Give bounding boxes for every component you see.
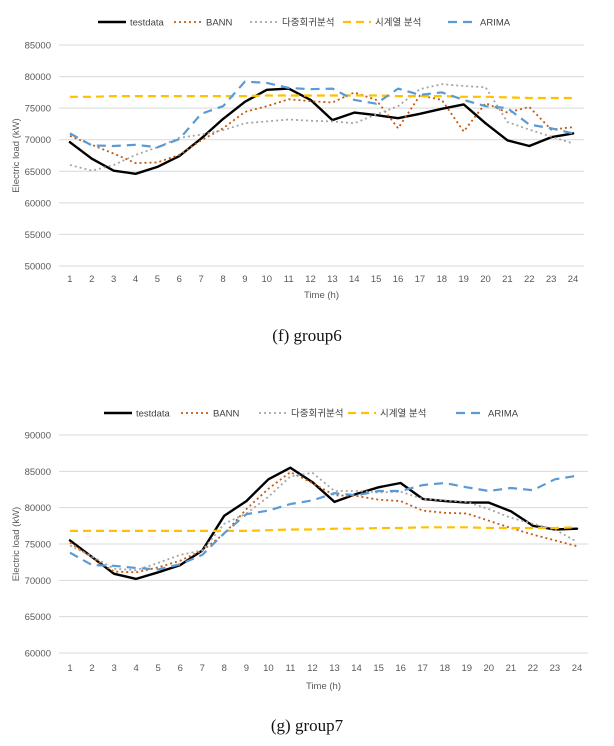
x-tick-label: 6 (178, 663, 183, 674)
y-tick-label: 50000 (25, 262, 51, 273)
x-tick-label: 16 (395, 663, 406, 674)
series-line-series-1 (69, 91, 574, 165)
y-tick-label: 60000 (25, 649, 51, 660)
x-tick-label: 21 (502, 274, 513, 285)
x-tick-label: 3 (111, 274, 116, 285)
series-line-series-4 (69, 80, 574, 149)
x-tick-label: 13 (329, 663, 340, 674)
x-axis-label: Time (h) (306, 681, 341, 692)
series-line-series-0 (68, 87, 575, 176)
legend-label: BANN (206, 18, 233, 29)
legend-label: 다중회귀분석 (291, 409, 343, 420)
y-axis-label: Electric load (kW) (11, 507, 22, 581)
x-tick-label: 9 (244, 663, 249, 674)
x-tick-label: 12 (307, 663, 318, 674)
x-tick-label: 12 (305, 274, 316, 285)
x-tick-label: 23 (550, 663, 561, 674)
x-tick-label: 4 (133, 274, 138, 285)
x-tick-label: 19 (461, 663, 472, 674)
x-tick-label: 22 (524, 274, 535, 285)
x-tick-label: 11 (284, 274, 294, 285)
x-tick-label: 8 (222, 663, 227, 674)
x-tick-label: 15 (371, 274, 382, 285)
x-tick-label: 8 (220, 274, 225, 285)
series-line-series-3 (70, 526, 578, 532)
x-tick-label: 16 (393, 274, 404, 285)
y-tick-label: 75000 (25, 104, 51, 115)
x-tick-label: 2 (89, 663, 94, 674)
legend-label: testdata (136, 409, 171, 420)
y-tick-label: 75000 (25, 540, 51, 551)
x-tick-label: 18 (439, 663, 450, 674)
x-tick-label: 18 (437, 274, 448, 285)
y-tick-label: 80000 (25, 72, 51, 83)
x-tick-label: 14 (349, 274, 360, 285)
x-tick-label: 11 (286, 663, 296, 674)
legend-label: 시계열 분석 (375, 17, 421, 29)
y-tick-label: 85000 (25, 41, 51, 52)
x-tick-label: 5 (155, 274, 160, 285)
y-tick-label: 70000 (25, 576, 51, 587)
chart-panel-group6: 50000 55000 60000 65000 70000 75000 80000 85000… (0, 0, 614, 310)
series-line-series-4 (69, 474, 578, 571)
x-tick-label: 9 (242, 274, 247, 285)
x-tick-label: 1 (67, 663, 72, 674)
x-tick-label: 7 (199, 274, 204, 285)
x-tick-label: 3 (111, 663, 116, 674)
y-tick-label: 65000 (25, 167, 51, 178)
x-tick-label: 19 (458, 274, 469, 285)
x-tick-label: 10 (263, 663, 274, 674)
legend-label: testdata (130, 18, 165, 29)
y-axis-label: Electric load (kW) (11, 118, 22, 192)
x-tick-label: 7 (200, 663, 205, 674)
legend-label: ARIMA (488, 409, 519, 420)
line-chart-group6: 50000 55000 60000 65000 70000 75000 80000 85000… (11, 17, 584, 301)
chart-panel-group7: 60000 65000 70000 75000 80000 85000 90000 1 2 3 4 5… (0, 398, 614, 708)
x-tick-label: 4 (133, 663, 138, 674)
legend-label: 다중회귀분석 (282, 18, 334, 29)
series-line-series-1 (69, 471, 578, 574)
x-tick-label: 24 (572, 663, 583, 674)
series-line-series-3 (69, 94, 574, 100)
caption-group6: (f) group6 (272, 326, 342, 345)
x-tick-label: 17 (415, 274, 426, 285)
y-tick-label: 85000 (25, 467, 51, 478)
x-tick-label: 13 (327, 274, 338, 285)
series-line-series-0 (68, 466, 579, 581)
legend-label: 시계열 분석 (380, 408, 426, 420)
y-tick-label: 80000 (25, 503, 51, 514)
x-tick-label: 14 (351, 663, 362, 674)
x-tick-label: 21 (506, 663, 517, 674)
x-tick-label: 17 (417, 663, 428, 674)
x-tick-label: 20 (480, 274, 491, 285)
x-tick-label: 23 (546, 274, 557, 285)
x-tick-label: 5 (156, 663, 161, 674)
x-tick-label: 6 (177, 274, 182, 285)
y-tick-label: 70000 (25, 135, 51, 146)
y-tick-label: 55000 (25, 230, 51, 241)
legend-label: BANN (213, 409, 240, 420)
series-line-series-2 (69, 471, 578, 572)
x-tick-label: 10 (262, 274, 273, 285)
legend-label: ARIMA (480, 18, 511, 29)
x-tick-label: 22 (528, 663, 539, 674)
x-tick-label: 20 (484, 663, 495, 674)
x-tick-label: 15 (373, 663, 384, 674)
x-tick-label: 1 (67, 274, 72, 285)
y-tick-label: 90000 (25, 431, 51, 442)
x-tick-label: 2 (89, 274, 94, 285)
x-axis-label: Time (h) (304, 290, 339, 301)
y-tick-label: 60000 (25, 198, 51, 209)
y-tick-label: 65000 (25, 612, 51, 623)
caption-group7: (g) group7 (270, 716, 344, 735)
x-tick-label: 24 (568, 274, 579, 285)
series-line-series-2 (69, 83, 574, 172)
